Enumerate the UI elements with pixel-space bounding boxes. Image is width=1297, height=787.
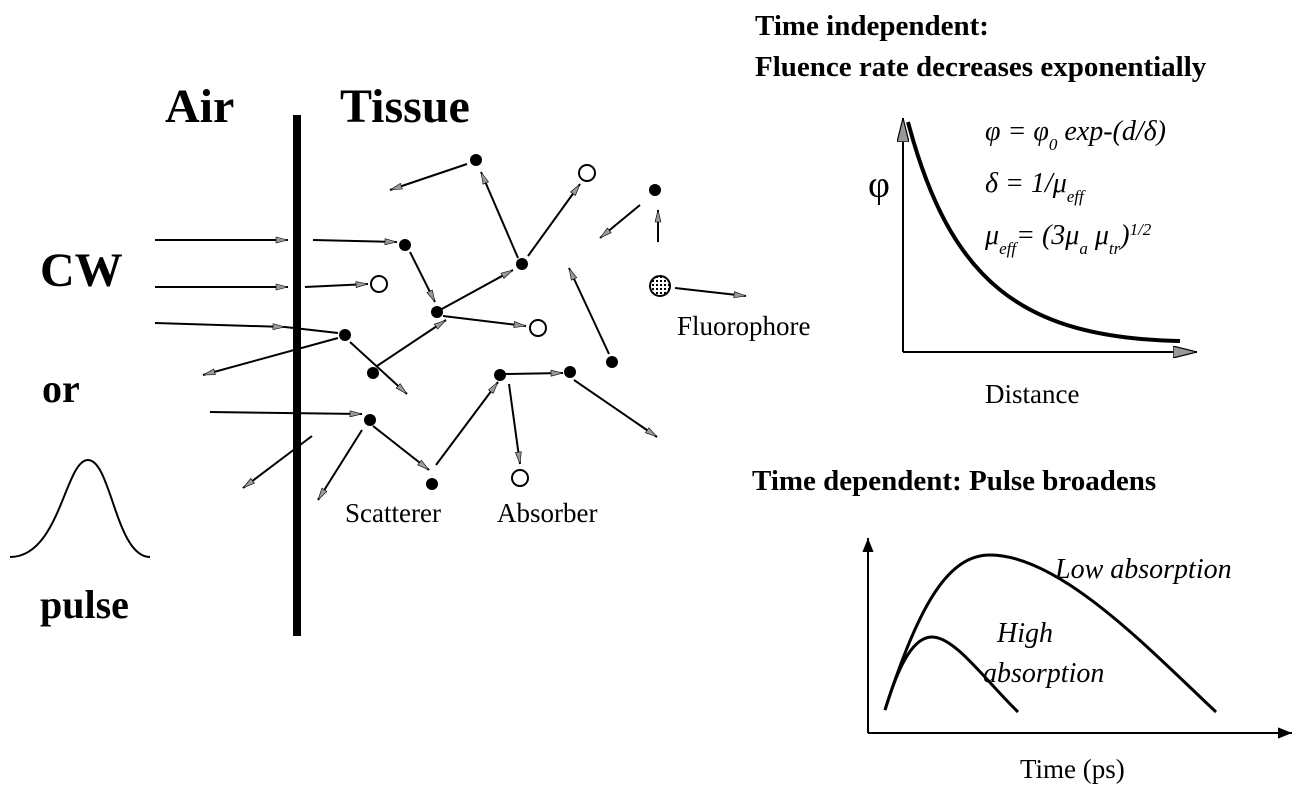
y-label: φ (868, 164, 890, 206)
pulse-shape (10, 460, 150, 557)
equation: μeff= (3μa μtr)1/2 (984, 220, 1152, 258)
air-label: Air (165, 80, 234, 133)
absorbers (371, 165, 595, 486)
scatterer-label: Scatterer (345, 498, 441, 528)
photon-paths (155, 164, 746, 500)
equation: δ = 1/μeff (985, 168, 1086, 206)
or-label: or (42, 366, 80, 411)
td-title: Time dependent: Pulse broadens (752, 465, 1156, 497)
high-label: absorption (983, 658, 1104, 689)
low-label: Low absorption (1054, 554, 1232, 585)
ti-title: Time independent: (755, 10, 989, 42)
x-label: Distance (985, 379, 1079, 409)
high-label: High (996, 618, 1053, 649)
fluorophore-label: Fluorophore (677, 311, 811, 341)
x-label: Time (ps) (1020, 754, 1125, 784)
absorber-label: Absorber (497, 498, 597, 528)
diagram: Air Tissue CW or pulse Scatterer Absorbe… (0, 0, 1297, 787)
pulse-label: pulse (40, 582, 129, 627)
fluorophore (650, 276, 670, 296)
ti-title: Fluence rate decreases exponentially (755, 51, 1207, 83)
tissue-label: Tissue (340, 80, 470, 133)
equation: φ = φ0 exp-(d/δ) (985, 116, 1166, 154)
cw-label: CW (40, 244, 123, 297)
